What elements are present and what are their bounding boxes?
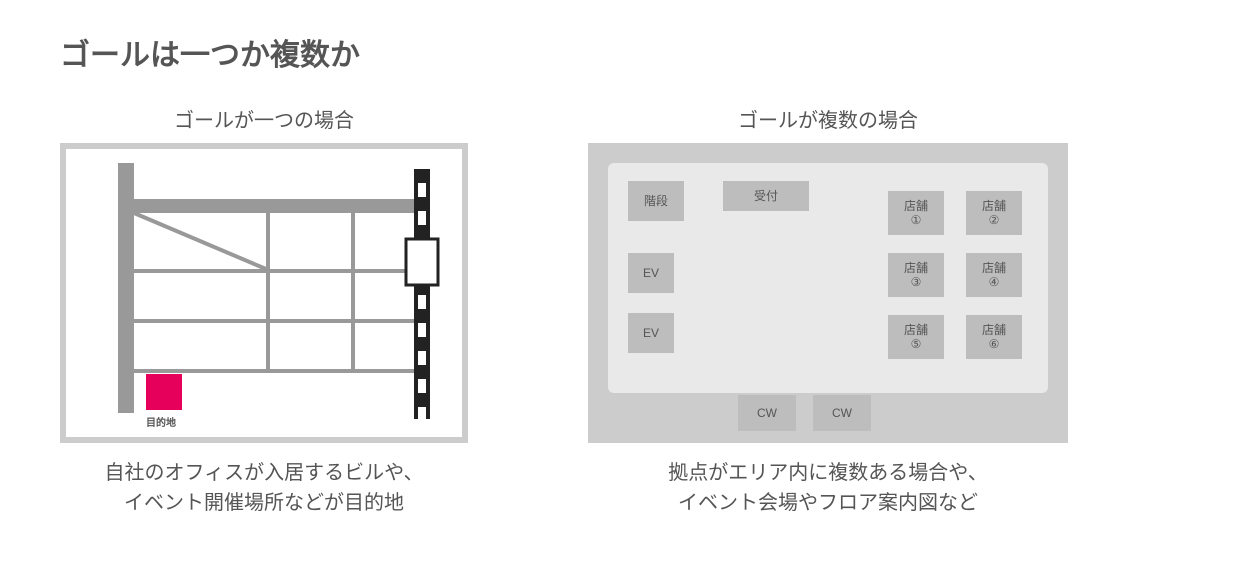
- caption-single-line2: イベント開催場所などが目的地: [124, 492, 404, 514]
- room: EV: [628, 313, 674, 353]
- room: 店舗 ⑤: [888, 315, 944, 359]
- caption-multi-line2: イベント会場やフロア案内図など: [678, 492, 978, 514]
- col-single-goal: ゴールが一つの場合 目的地 自社のオフィスが入居するビルや、 イベント開催場所な…: [60, 104, 468, 518]
- room: 店舗 ③: [888, 253, 944, 297]
- subtitle-single: ゴールが一つの場合: [60, 104, 468, 133]
- caption-multi: 拠点がエリア内に複数ある場合や、 イベント会場やフロア案内図など: [588, 458, 1068, 518]
- room: 店舗 ④: [966, 253, 1022, 297]
- room: CW: [738, 395, 796, 431]
- room: 店舗 ⑥: [966, 315, 1022, 359]
- room: 店舗 ①: [888, 191, 944, 235]
- room: 受付: [723, 181, 809, 211]
- floor-diagram: 階段 受付 店舗 ① 店舗 ② EV 店舗 ③ 店舗 ④ EV 店舗 ⑤ 店舗 ⑥ CW CW: [588, 143, 1068, 443]
- caption-single: 自社のオフィスが入居するビルや、 イベント開催場所などが目的地: [60, 458, 468, 518]
- subtitle-multi: ゴールが複数の場合: [588, 104, 1068, 133]
- caption-multi-line1: 拠点がエリア内に複数ある場合や、: [668, 462, 987, 484]
- room: 店舗 ②: [966, 191, 1022, 235]
- caption-single-line1: 自社のオフィスが入居するビルや、: [105, 462, 424, 484]
- room: 階段: [628, 181, 684, 221]
- page-title: ゴールは一つか複数か: [60, 30, 1200, 74]
- room: EV: [628, 253, 674, 293]
- map-diagram: 目的地: [60, 143, 468, 443]
- floor-inner: 階段 受付 店舗 ① 店舗 ② EV 店舗 ③ 店舗 ④ EV 店舗 ⑤ 店舗 ⑥: [608, 163, 1048, 393]
- map-svg: [66, 149, 462, 437]
- room: CW: [813, 395, 871, 431]
- destination-label: 目的地: [146, 414, 176, 429]
- columns: ゴールが一つの場合 目的地 自社のオフィスが入居するビルや、 イベント開催場所な…: [60, 104, 1200, 518]
- col-multi-goal: ゴールが複数の場合 階段 受付 店舗 ① 店舗 ② EV 店舗 ③ 店舗 ④ EV 店舗 ⑤ 店舗…: [588, 104, 1068, 518]
